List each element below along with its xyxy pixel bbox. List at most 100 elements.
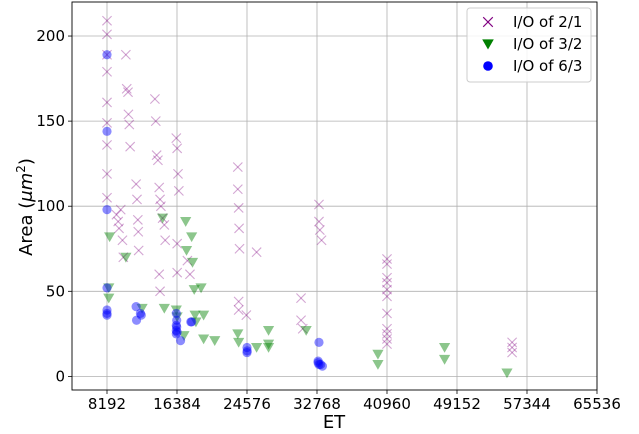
data-point: [125, 141, 136, 152]
data-point: [209, 336, 221, 346]
data-point: [102, 29, 112, 40]
data-point: [120, 49, 131, 60]
data-point: [262, 325, 275, 336]
data-point: [102, 97, 112, 108]
y-tick-label: 50: [46, 282, 65, 300]
data-point: [102, 139, 112, 150]
x-tick-label: 16384: [153, 395, 201, 413]
data-point: [102, 66, 112, 77]
data-point: [152, 155, 163, 166]
x-tick-label: 32768: [293, 395, 341, 413]
y-axis: 0 50 100 150 200: [36, 27, 72, 385]
data-point: [104, 232, 116, 243]
data-point: [382, 291, 392, 302]
data-point: [136, 310, 146, 320]
data-point: [180, 217, 192, 227]
data-point: [151, 150, 162, 161]
data-point: [313, 199, 324, 210]
data-point: [102, 126, 112, 136]
data-point: [102, 15, 112, 26]
y-tick-label: 150: [36, 112, 65, 130]
data-point: [180, 245, 193, 256]
legend-marker: [482, 39, 494, 50]
data-point: [501, 368, 513, 379]
data-point: [111, 209, 122, 220]
series-triangle-down: [103, 213, 513, 379]
data-point: [154, 182, 165, 193]
data-point: [132, 214, 143, 225]
data-point: [313, 358, 323, 368]
data-point: [382, 272, 392, 283]
data-point: [102, 205, 112, 215]
data-point: [133, 245, 144, 256]
data-point: [178, 331, 190, 341]
data-point: [438, 342, 451, 353]
data-point: [136, 303, 148, 314]
data-point: [114, 223, 125, 234]
data-point: [232, 162, 243, 173]
data-point: [507, 347, 518, 358]
data-point: [157, 213, 169, 224]
y-tick-label: 100: [36, 197, 65, 215]
data-point: [131, 179, 142, 190]
data-point: [382, 284, 392, 295]
data-point: [135, 308, 145, 319]
data-point: [233, 296, 244, 307]
data-point: [171, 320, 181, 330]
data-point: [102, 310, 112, 320]
data-point: [123, 87, 133, 98]
data-point: [102, 168, 112, 179]
y-axis-title: Area (μm2): [14, 158, 37, 256]
data-point: [232, 184, 243, 195]
data-point: [158, 303, 170, 314]
data-point: [115, 204, 126, 215]
data-point: [171, 308, 181, 319]
data-point: [242, 346, 252, 356]
data-point: [171, 133, 182, 144]
x-tick-label: 40960: [363, 395, 411, 413]
data-point: [372, 349, 384, 360]
data-point: [160, 235, 171, 246]
data-point: [189, 310, 201, 321]
x-axis: 8192 16384 24576 32768 40960 49152 57344 65536: [88, 390, 621, 413]
data-point: [155, 286, 166, 297]
legend: I/O of 2/1 I/O of 3/2 I/O of 6/3: [466, 7, 592, 83]
plot-frame: [71, 1, 598, 391]
data-point: [188, 285, 200, 295]
data-point: [186, 257, 199, 268]
data-point: [297, 323, 308, 334]
data-point: [195, 283, 207, 294]
x-tick-label: 24576: [223, 395, 271, 413]
data-point: [507, 337, 518, 348]
data-point: [242, 347, 252, 358]
data-point: [382, 277, 392, 288]
y-tick-label: 0: [55, 367, 65, 385]
data-point: [150, 116, 161, 127]
data-point: [316, 235, 327, 246]
data-point: [314, 359, 324, 370]
y-tick-label: 200: [36, 27, 65, 45]
data-point: [103, 293, 115, 304]
legend-box: [466, 7, 592, 83]
data-point: [234, 223, 245, 234]
data-point: [232, 329, 244, 340]
data-point: [170, 305, 182, 316]
data-point: [172, 238, 183, 249]
data-point: [173, 185, 184, 196]
data-point: [184, 269, 195, 280]
data-point: [251, 342, 263, 353]
data-point: [173, 168, 183, 179]
data-point: [172, 322, 182, 332]
data-point: [187, 317, 197, 327]
data-point: [186, 317, 196, 327]
data-point: [155, 201, 166, 212]
data-point: [131, 194, 142, 205]
data-point: [382, 323, 392, 334]
data-point: [382, 253, 392, 264]
data-point: [234, 243, 245, 254]
data-point: [262, 339, 275, 350]
data-point: [171, 312, 183, 323]
data-point: [314, 337, 324, 347]
x-tick-label: 65536: [573, 395, 621, 413]
data-point: [296, 315, 307, 326]
